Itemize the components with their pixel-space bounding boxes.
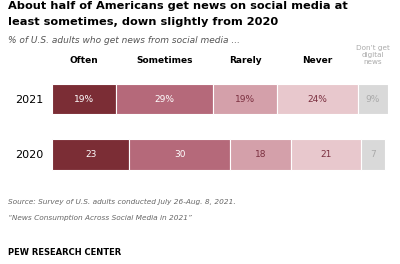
Bar <box>129 139 230 169</box>
Bar <box>277 84 358 114</box>
Text: Sometimes: Sometimes <box>136 56 193 65</box>
Text: About half of Americans get news on social media at: About half of Americans get news on soci… <box>8 1 348 11</box>
Bar <box>116 84 213 114</box>
Bar <box>52 139 129 169</box>
Text: least sometimes, down slightly from 2020: least sometimes, down slightly from 2020 <box>8 17 278 27</box>
Text: Source: Survey of U.S. adults conducted July 26-Aug. 8, 2021.: Source: Survey of U.S. adults conducted … <box>8 199 236 205</box>
Text: Often: Often <box>70 56 98 65</box>
Text: 29%: 29% <box>154 95 174 103</box>
Text: Don’t get
digital
news: Don’t get digital news <box>356 45 390 65</box>
Text: 19%: 19% <box>235 95 255 103</box>
Bar <box>230 139 290 169</box>
Text: 21: 21 <box>320 150 332 159</box>
Text: % of U.S. adults who get news from social media ...: % of U.S. adults who get news from socia… <box>8 36 240 45</box>
Text: 23: 23 <box>85 150 96 159</box>
Text: 19%: 19% <box>74 95 94 103</box>
Text: “News Consumption Across Social Media in 2021”: “News Consumption Across Social Media in… <box>8 215 192 221</box>
Bar <box>290 139 361 169</box>
Text: PEW RESEARCH CENTER: PEW RESEARCH CENTER <box>8 248 121 257</box>
Text: 7: 7 <box>370 150 376 159</box>
Bar <box>361 139 385 169</box>
Text: 9%: 9% <box>366 95 380 103</box>
Text: 18: 18 <box>254 150 266 159</box>
Bar <box>213 84 277 114</box>
Bar <box>52 84 116 114</box>
Text: 24%: 24% <box>308 95 327 103</box>
Text: Never: Never <box>302 56 332 65</box>
Text: 30: 30 <box>174 150 186 159</box>
Text: Rarely: Rarely <box>229 56 262 65</box>
Bar <box>358 84 388 114</box>
